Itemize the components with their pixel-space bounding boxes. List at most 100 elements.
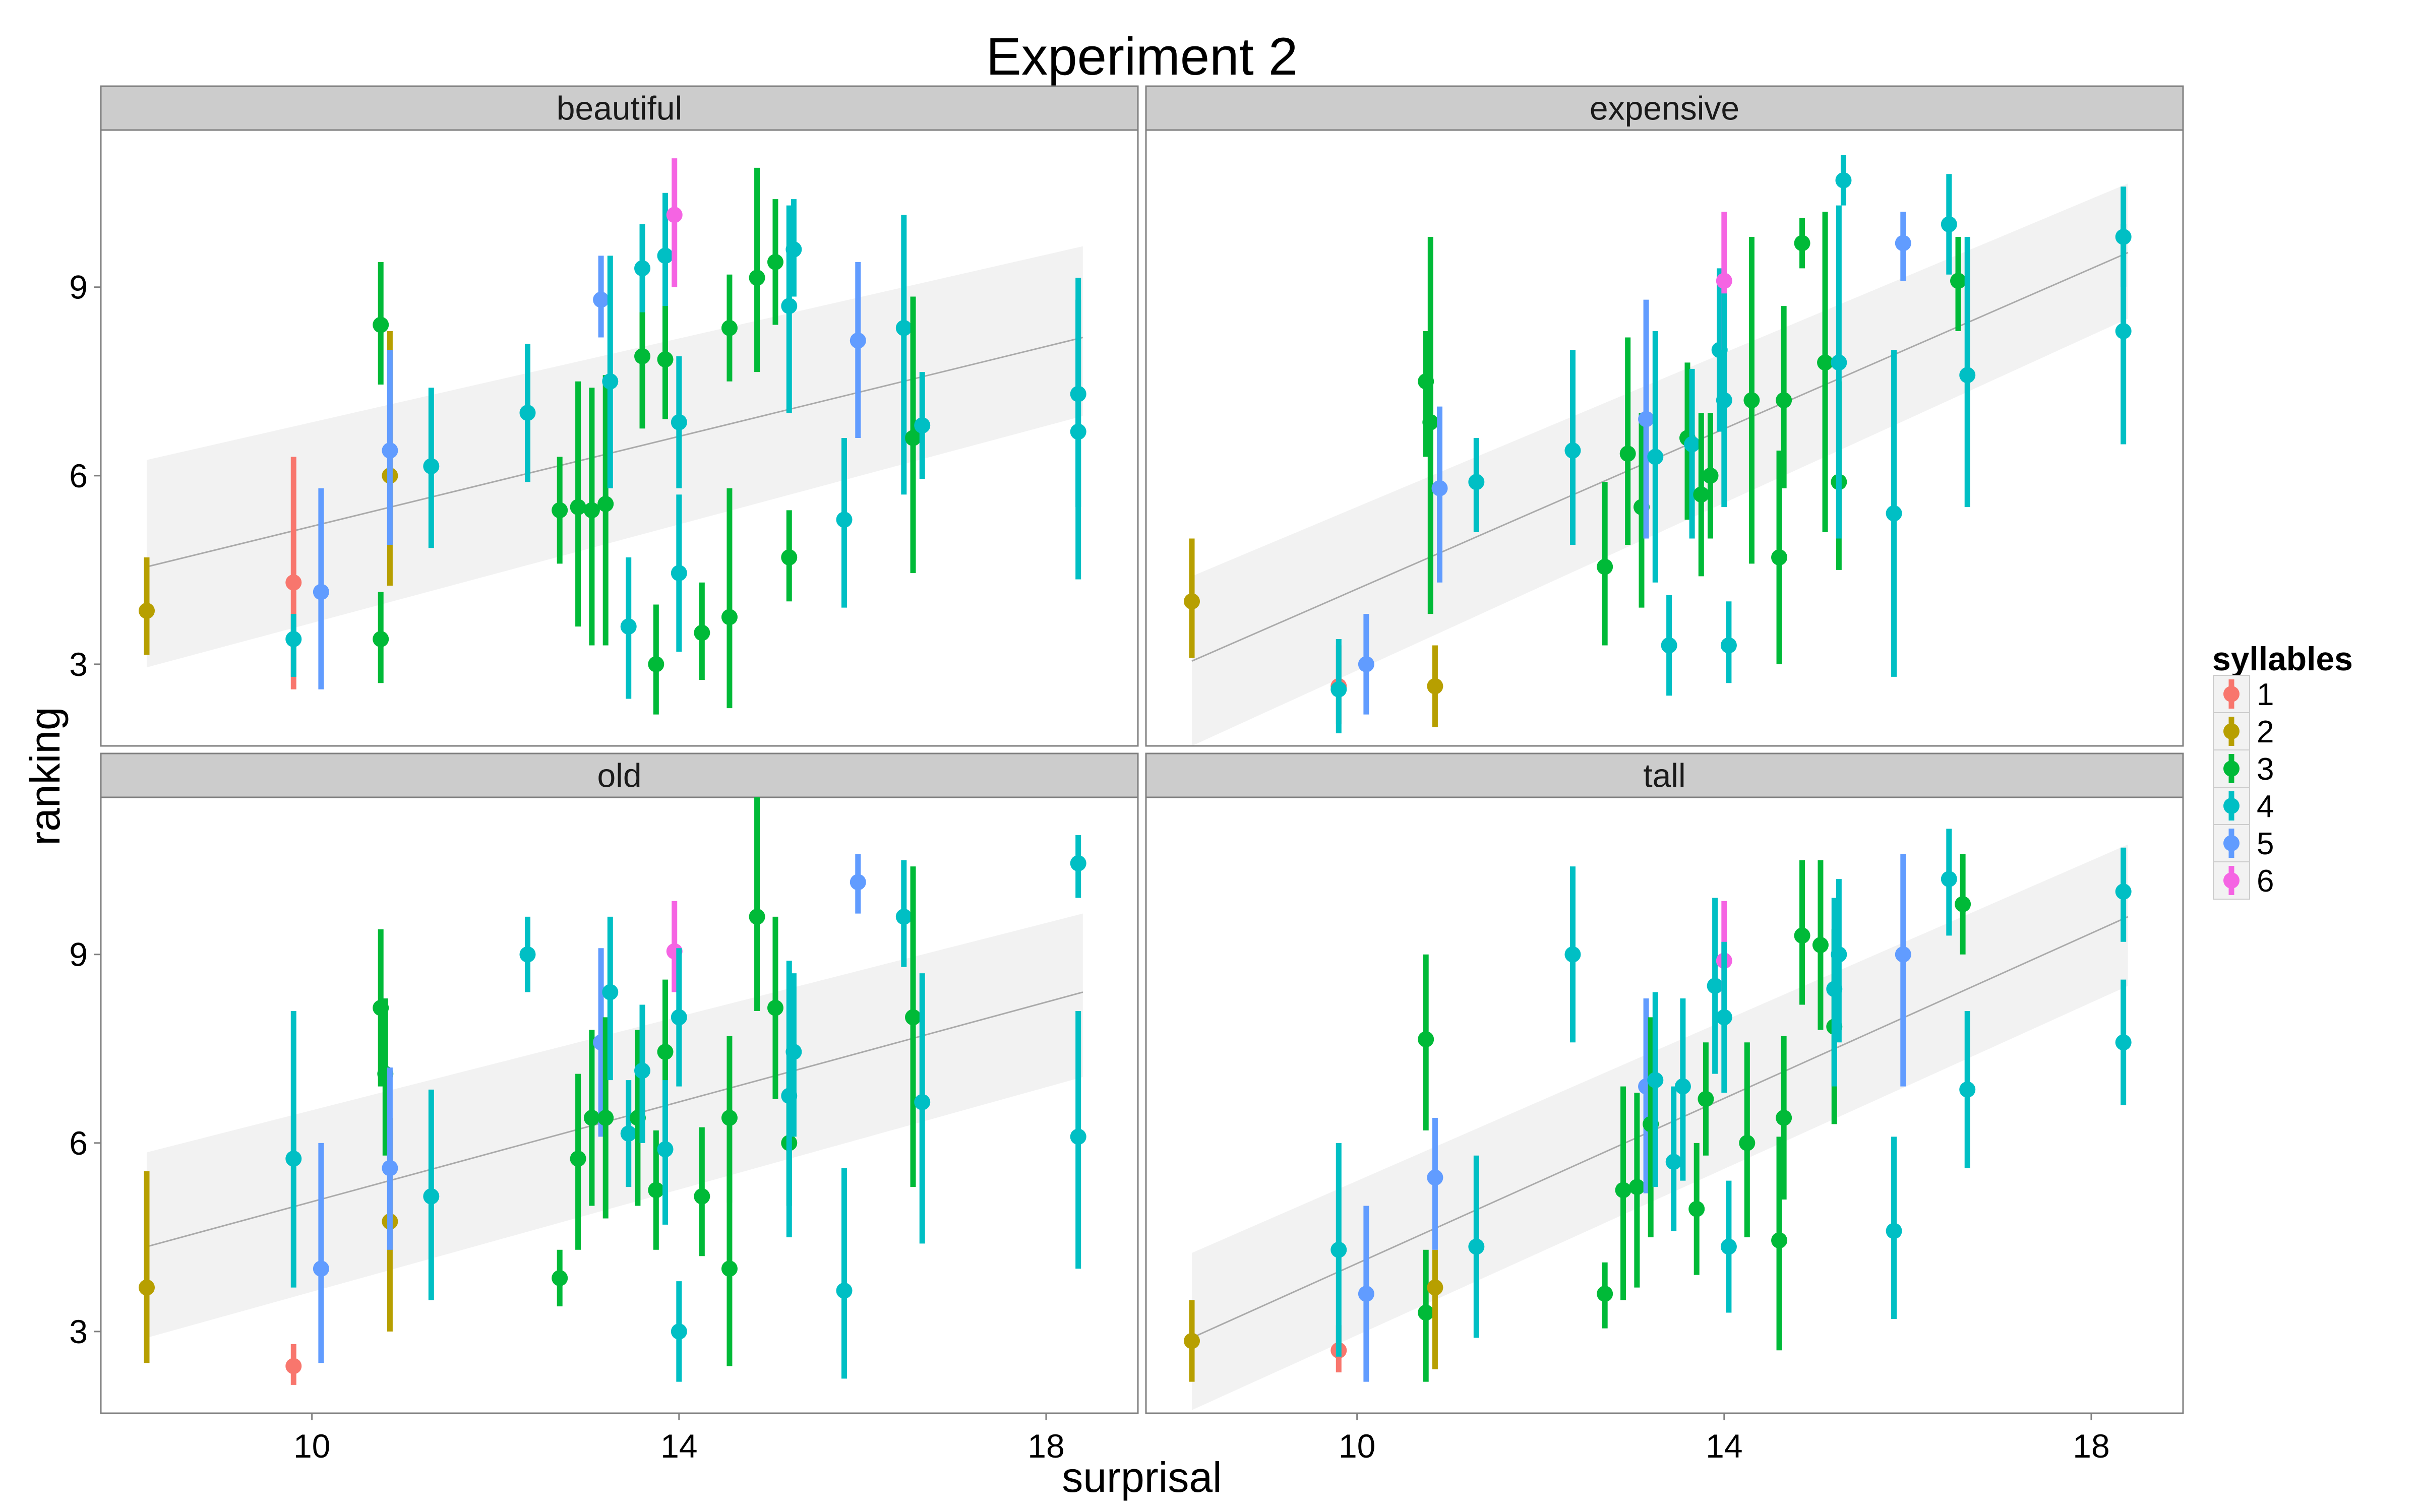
data-point	[139, 602, 155, 619]
data-point	[620, 618, 637, 635]
data-point	[423, 1188, 440, 1205]
chart-title: Experiment 2	[986, 27, 1298, 86]
facet-strip-label: expensive	[1590, 90, 1739, 127]
data-point	[1771, 1232, 1788, 1249]
data-point	[1771, 549, 1788, 565]
y-tick-label: 9	[69, 269, 88, 306]
plot-area	[100, 796, 1139, 1414]
data-point	[1427, 678, 1443, 695]
y-tick-label: 9	[69, 936, 88, 973]
data-point	[1743, 392, 1760, 409]
regression-line	[146, 991, 1083, 1248]
data-point	[785, 241, 802, 258]
facet-strip	[100, 752, 1139, 798]
x-axis-title: surprisal	[1062, 1454, 1222, 1501]
data-point	[1330, 681, 1347, 698]
data-point	[781, 549, 798, 565]
legend-item-5: 5	[2213, 824, 2274, 862]
confidence-band	[147, 246, 1083, 668]
data-point	[583, 1109, 600, 1126]
data-point	[519, 946, 536, 963]
data-point	[1776, 1109, 1792, 1126]
data-point	[1358, 1286, 1374, 1302]
facet-strip	[1145, 85, 2184, 131]
legend-item-6: 6	[2213, 861, 2274, 900]
facet-strip-label: beautiful	[557, 90, 683, 127]
data-point	[721, 1109, 738, 1126]
confidence-band	[147, 913, 1083, 1338]
data-point	[657, 1044, 674, 1060]
data-point	[1698, 1091, 1714, 1107]
data-point	[850, 332, 866, 349]
data-point	[1835, 172, 1852, 188]
data-point	[671, 414, 687, 430]
data-point	[1418, 1304, 1434, 1321]
data-point	[1070, 855, 1086, 871]
data-point	[1794, 927, 1810, 944]
x-tick-label: 10	[1339, 1427, 1375, 1465]
legend-title: syllables	[2212, 640, 2353, 677]
data-point	[634, 1062, 651, 1079]
data-point	[1597, 558, 1613, 575]
plot-area	[1145, 796, 2184, 1414]
data-point	[1955, 896, 1971, 912]
data-point	[1688, 1201, 1705, 1217]
legend-label: 5	[2257, 827, 2274, 861]
regression-line	[1191, 916, 2129, 1339]
data-point	[602, 984, 619, 1000]
data-point	[671, 565, 687, 582]
y-tick-label: 6	[69, 457, 88, 494]
data-point	[597, 495, 614, 512]
data-point	[1427, 1169, 1443, 1186]
data-point	[1716, 273, 1732, 289]
legend-item-2: 2	[2213, 712, 2274, 750]
data-point	[1812, 937, 1829, 954]
regression-line	[146, 337, 1083, 568]
data-point	[1564, 946, 1581, 963]
data-point	[285, 1150, 302, 1167]
data-point	[634, 348, 651, 364]
data-point	[1661, 637, 1677, 654]
data-point	[895, 320, 912, 336]
data-point	[1831, 946, 1847, 963]
data-point	[895, 908, 912, 925]
data-point	[1427, 1279, 1443, 1296]
data-point	[657, 351, 674, 368]
facet-panel-expensive: expensive	[1145, 85, 2184, 747]
data-point	[602, 373, 619, 390]
data-point	[781, 298, 798, 314]
legend-item-4: 4	[2213, 787, 2274, 825]
data-point	[1418, 1031, 1434, 1048]
data-point	[597, 1109, 614, 1126]
data-point	[1950, 273, 1967, 289]
confidence-band	[1192, 183, 2128, 746]
legend-key-point	[2223, 686, 2240, 702]
data-point	[648, 656, 664, 672]
data-point	[634, 260, 651, 277]
data-point	[1941, 216, 1957, 233]
facet-strip-label: tall	[1643, 757, 1685, 794]
data-point	[552, 502, 568, 519]
data-point	[1647, 449, 1664, 465]
legend-label: 4	[2257, 789, 2274, 824]
legend-key-point	[2223, 872, 2240, 889]
x-tick-label: 10	[293, 1427, 330, 1465]
data-point	[139, 1279, 155, 1296]
data-point	[2115, 323, 2132, 340]
data-point	[373, 317, 389, 333]
data-point	[1959, 1081, 1976, 1098]
data-point	[914, 417, 931, 434]
data-point	[620, 1125, 637, 1142]
data-point	[382, 1160, 398, 1176]
data-point	[285, 574, 302, 591]
data-point	[767, 999, 783, 1016]
data-point	[905, 1009, 922, 1026]
data-point	[2115, 884, 2132, 900]
data-point	[767, 254, 783, 270]
data-point	[694, 1188, 710, 1205]
x-tick-label: 14	[1706, 1427, 1742, 1465]
plot-area	[100, 129, 1139, 747]
data-point	[836, 1282, 853, 1299]
legend-label: 3	[2257, 752, 2274, 787]
data-point	[583, 502, 600, 519]
